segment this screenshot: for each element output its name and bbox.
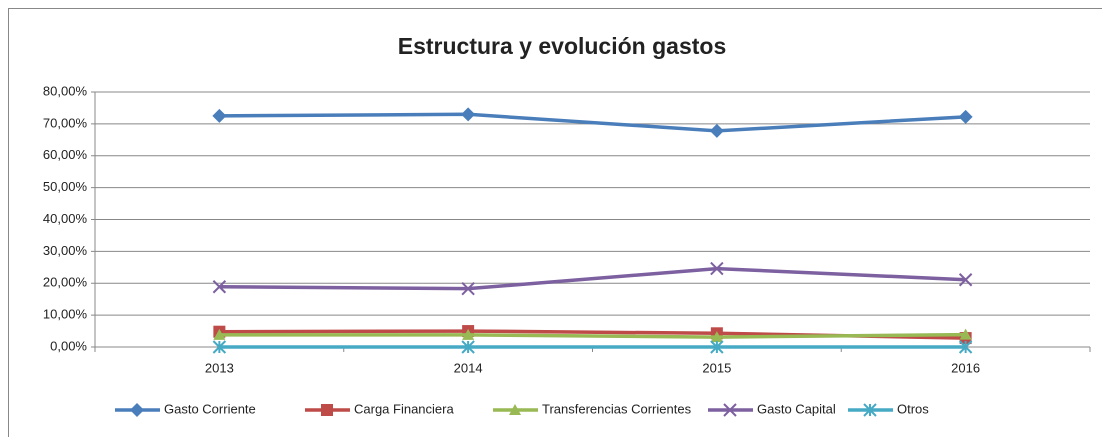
data-point [958,273,973,287]
data-point [710,340,724,354]
data-point [710,261,724,276]
y-tick-label: 50,00% [43,179,88,194]
y-tick-label: 40,00% [43,211,88,226]
chart-title: Estructura y evolución gastos [398,33,726,59]
data-point [958,340,973,354]
data-point [461,281,475,296]
y-tick-label: 10,00% [43,307,88,322]
data-point [212,340,227,354]
legend-label: Carga Financiera [354,401,454,416]
y-tick-label: 70,00% [43,115,88,130]
data-point [958,109,973,124]
y-tick-label: 60,00% [43,147,88,162]
legend-label: Otros [897,401,929,416]
legend-label: Gasto Corriente [164,401,256,416]
legend-label: Gasto Capital [757,401,836,416]
data-point [461,107,476,122]
y-tick-label: 20,00% [43,275,88,290]
series-line [219,332,966,339]
x-tick-label: 2016 [951,360,980,375]
legend-marker [863,403,877,417]
legend-label: Transferencias Corrientes [542,401,692,416]
data-point [959,328,972,340]
data-point [212,280,227,294]
y-tick-label: 80,00% [43,83,88,98]
data-point [462,328,475,340]
y-tick-label: 0,00% [50,338,87,353]
legend-marker [509,404,521,415]
data-point [709,123,724,138]
legend-marker [321,404,333,416]
data-point [213,328,226,340]
x-tick-label: 2015 [702,360,731,375]
data-point [461,340,475,354]
legend-marker [723,403,737,417]
chart-frame [8,8,1102,437]
series-line [219,266,966,291]
y-tick-label: 30,00% [43,243,88,258]
data-point [710,331,723,343]
series-line [219,112,966,133]
x-tick-label: 2014 [454,360,483,375]
x-tick-label: 2013 [205,360,234,375]
data-point [212,108,227,123]
legend-marker [130,403,144,417]
